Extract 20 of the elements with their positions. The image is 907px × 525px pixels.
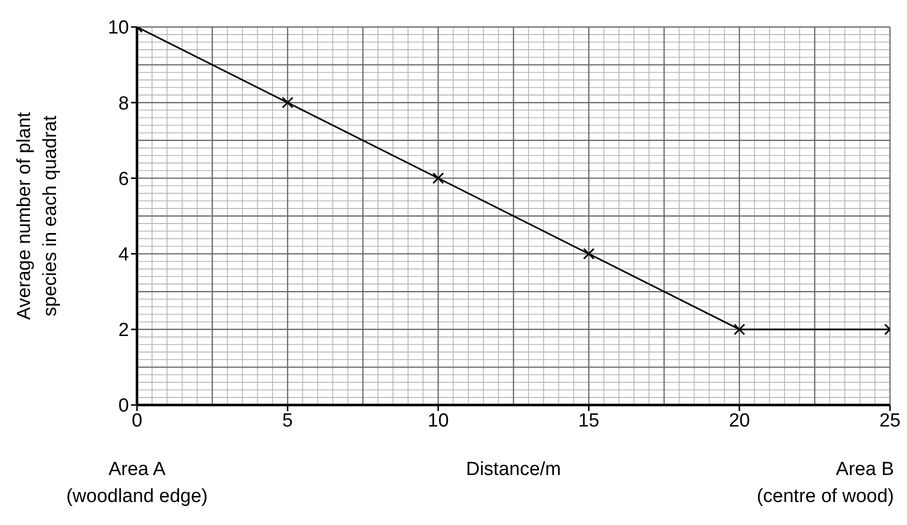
y-tick-label: 4: [118, 244, 130, 266]
point: [583, 248, 595, 260]
y-tick-label: 8: [118, 93, 129, 114]
y-tick-label: 6: [118, 168, 129, 190]
x-axis-title: Distance/m: [466, 459, 562, 480]
x-tick-label: 20: [728, 410, 750, 432]
y-tick-label: 10: [108, 18, 129, 39]
x-tick-label: 10: [428, 410, 449, 432]
x-tick-label: 25: [879, 410, 901, 432]
text: Area B (centre of wood): [756, 459, 894, 507]
y-tick-label: 0: [118, 396, 129, 417]
y-axis-title: Average number of plant species in each quadrat: [14, 111, 61, 320]
point: [432, 172, 444, 184]
x-tick-label: 15: [578, 410, 600, 432]
x-tick-label: 5: [282, 410, 293, 432]
point: [282, 96, 294, 108]
y-tick-label: 2: [118, 320, 129, 342]
point: [734, 324, 746, 336]
x-tick-label: 0: [132, 410, 142, 432]
text: Area A (woodland edge): [66, 459, 208, 507]
